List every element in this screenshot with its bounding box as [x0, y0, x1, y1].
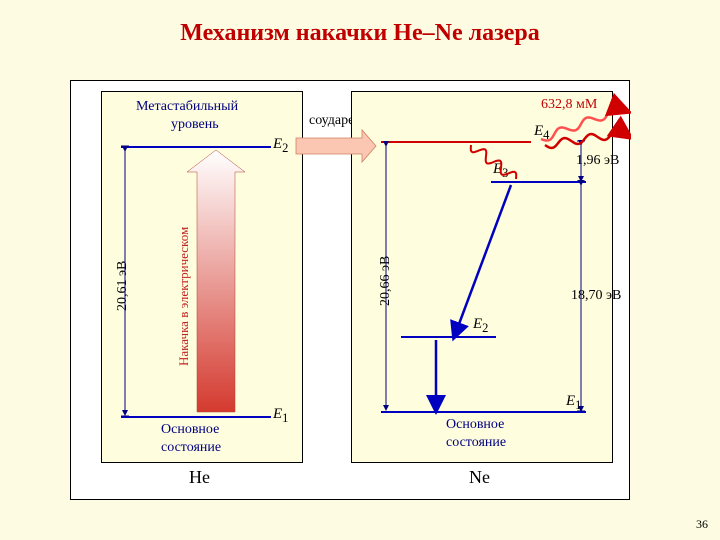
ne-level-e1	[381, 411, 586, 413]
he-pump-label-2: разряде	[193, 264, 209, 306]
diagram-frame: Метастабильный уровень E2 E1 Основное со…	[70, 80, 630, 500]
slide-title: Механизм накачки He–Ne лазера	[0, 20, 720, 47]
ne-gap43-label: 1,96 эВ	[576, 153, 619, 169]
he-e2-label: E2	[273, 136, 288, 156]
he-atom-label: He	[189, 467, 210, 488]
ne-level-e4	[381, 141, 531, 143]
ne-e4-label: E4	[534, 123, 549, 143]
ne-e1-label: E1	[566, 393, 581, 413]
he-pump-label-1: Накачка в электрическом	[176, 227, 192, 366]
he-level-e1	[121, 416, 271, 418]
ne-wavelength-label: 632,8 мМ	[541, 97, 597, 113]
ne-level-e3	[491, 181, 586, 183]
he-ground-label-1: Основное	[161, 422, 219, 438]
he-energy-label: 20,61 эВ	[115, 261, 131, 311]
ne-e3-label: E3	[493, 161, 508, 181]
ne-gap31-label: 18,70 эВ	[571, 288, 621, 304]
he-metastable-label-2: уровень	[171, 117, 219, 133]
ne-level-e2	[401, 336, 496, 338]
page-number: 36	[696, 517, 708, 532]
ne-e2-label: E2	[473, 316, 488, 336]
ne-atom-label: Ne	[469, 467, 490, 488]
slide: Механизм накачки He–Ne лазера 36 Метаста…	[0, 0, 720, 540]
he-metastable-label-1: Метастабильный	[136, 99, 238, 115]
ne-ground-label-1: Основное	[446, 417, 504, 433]
ne-gap-total-label: 20,66 эВ	[378, 256, 394, 306]
he-ground-label-2: состояние	[161, 440, 221, 456]
he-level-e2	[121, 146, 271, 148]
ne-ground-label-2: состояние	[446, 435, 506, 451]
he-e1-label: E1	[273, 406, 288, 426]
